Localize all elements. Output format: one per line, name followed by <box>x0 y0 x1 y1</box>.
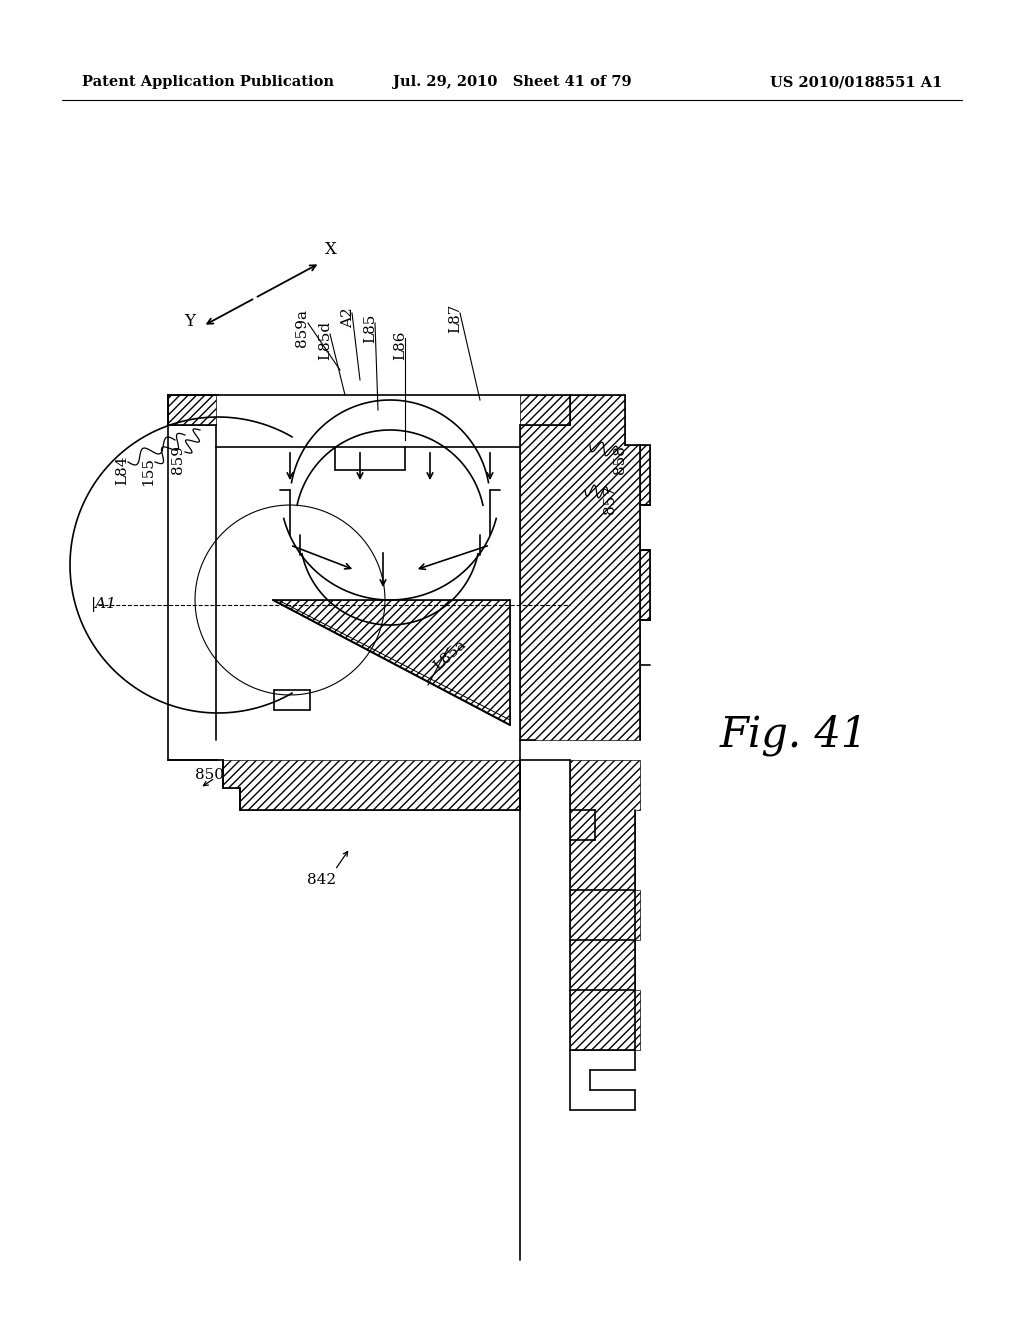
Text: |A1: |A1 <box>90 598 116 612</box>
Text: Y: Y <box>184 313 195 330</box>
Text: 857: 857 <box>603 486 617 515</box>
Text: X: X <box>325 242 337 257</box>
Text: L85: L85 <box>362 313 377 343</box>
Text: Patent Application Publication: Patent Application Publication <box>82 75 334 88</box>
Text: Jul. 29, 2010   Sheet 41 of 79: Jul. 29, 2010 Sheet 41 of 79 <box>392 75 632 88</box>
Text: US 2010/0188551 A1: US 2010/0188551 A1 <box>770 75 942 88</box>
Text: 858: 858 <box>613 446 627 474</box>
Text: L87: L87 <box>449 304 462 333</box>
Text: L85d: L85d <box>318 321 332 359</box>
Text: L85a: L85a <box>431 638 469 673</box>
Text: 842: 842 <box>307 873 337 887</box>
Text: 859a: 859a <box>295 309 309 347</box>
Text: L86: L86 <box>393 330 407 360</box>
Text: Fig. 41: Fig. 41 <box>720 714 868 756</box>
Text: 155: 155 <box>141 458 155 487</box>
Text: 859: 859 <box>171 446 185 474</box>
Text: 850: 850 <box>196 768 224 781</box>
Text: A2: A2 <box>341 308 355 329</box>
Text: L84: L84 <box>115 455 129 484</box>
